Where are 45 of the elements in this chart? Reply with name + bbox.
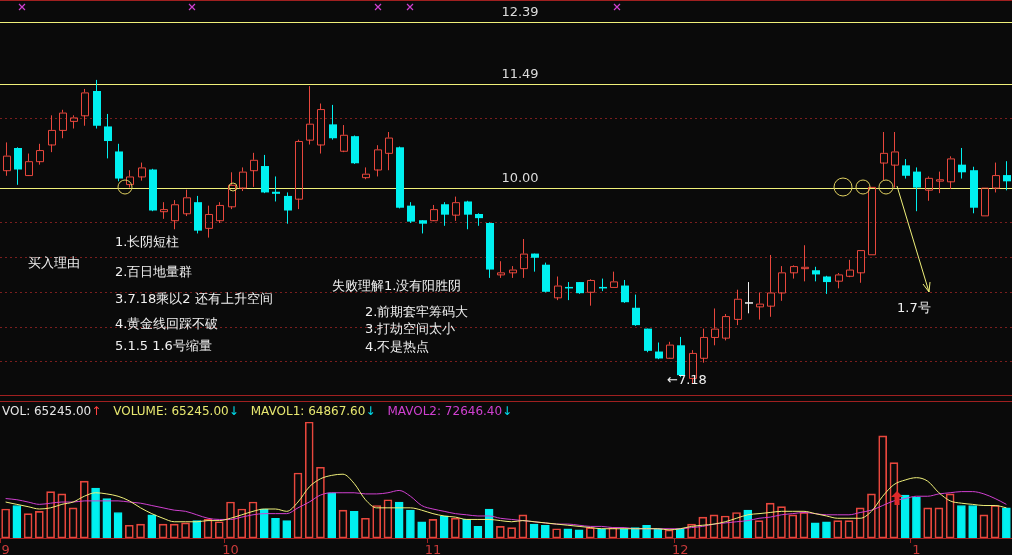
bar (1002, 507, 1011, 538)
annotation: 3.打劫空间太小 (365, 321, 456, 337)
bar (147, 514, 157, 538)
text: VOL: 65245.00↑ (2, 404, 102, 419)
text: MAVOL2: 72646.40↓ (387, 404, 513, 419)
bar (12, 505, 22, 538)
bar (957, 505, 966, 538)
bar (900, 494, 910, 538)
y-tick-label: 11.49 (501, 66, 539, 82)
bar (462, 519, 471, 538)
x-tick-label: 9 (1, 542, 10, 555)
annotation: 1.长阴短柱 (115, 234, 180, 250)
bar (417, 521, 426, 538)
bar (394, 501, 404, 538)
annotation: 失败理解1.没有阳胜阴 (332, 278, 462, 294)
bar (259, 508, 269, 538)
x-tick-label: 12 (672, 542, 689, 555)
bar (282, 520, 292, 538)
bar (406, 509, 415, 538)
x-tick-label: 1 (912, 542, 921, 555)
annotation: 2.百日地量群 (115, 264, 193, 280)
annotation: 5.1.5 1.6号缩量 (115, 338, 212, 354)
x-tick-label: 10 (222, 542, 239, 555)
bar (968, 505, 977, 538)
bar (822, 521, 831, 538)
text: VOLUME: 65245.00↓ (113, 404, 239, 419)
annotation: 2.前期套牢筹码大 (365, 304, 469, 320)
annotation: 3.7.18乘以2 还有上升空间 (115, 291, 273, 307)
annotation: 1.7号 (897, 300, 931, 316)
bar (349, 510, 359, 538)
bar (810, 522, 820, 538)
y-tick-label: 10.00 (501, 170, 539, 186)
text: MAVOL1: 64867.60↓ (250, 404, 376, 419)
bar (912, 497, 921, 538)
annotation: 4.黄金线回踩不破 (115, 316, 219, 332)
y-tick-label: 12.39 (501, 4, 539, 20)
bar (102, 498, 112, 538)
x-tick-label: 11 (424, 542, 442, 555)
bar (192, 520, 202, 538)
annotation: 4.不是热点 (365, 339, 430, 355)
bar (91, 487, 100, 538)
bar (271, 517, 280, 538)
annotation: 买入理由 (28, 255, 80, 271)
bar (327, 492, 337, 538)
annotation: ←7.18 (667, 372, 707, 388)
